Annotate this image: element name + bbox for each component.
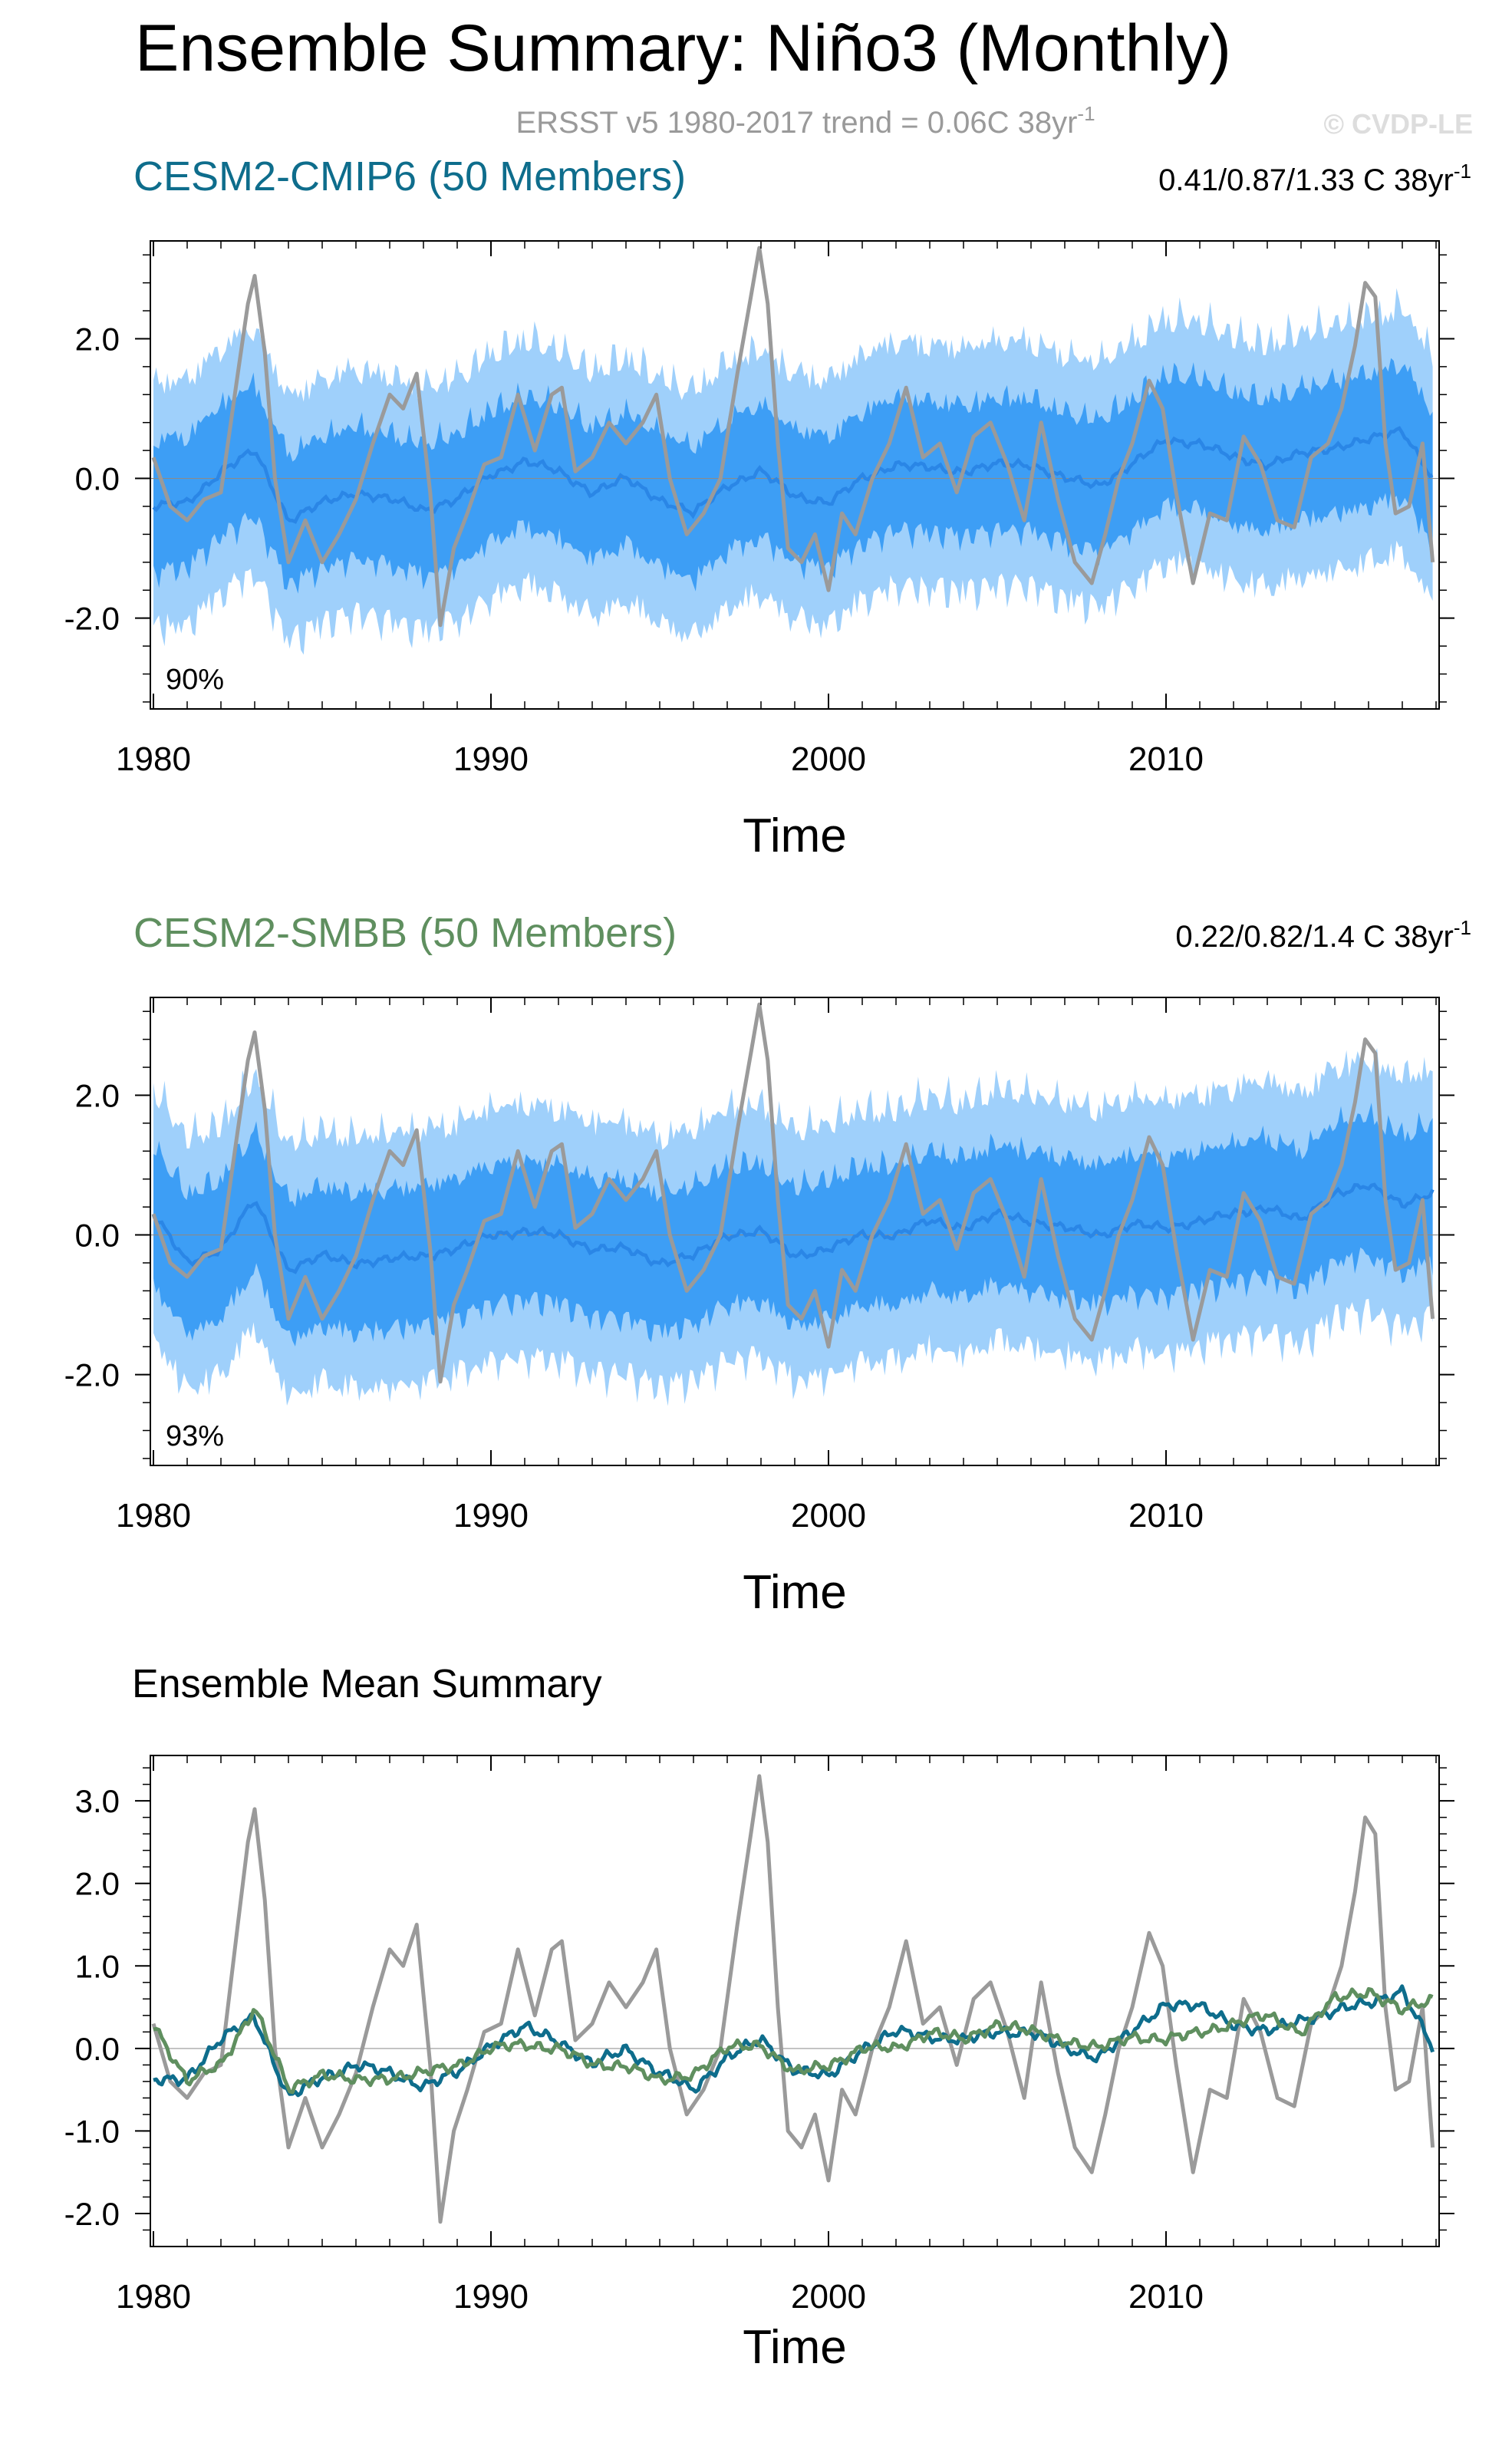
panel2-obs-line: [151, 1002, 1435, 1384]
panel1-y-tick-label: 0.0: [75, 461, 120, 497]
panel3-x-tick-label: 2000: [791, 2278, 866, 2316]
copyright-label: © CVDP-LE: [1323, 108, 1473, 140]
panel3-y-tick-label: 0.0: [75, 2031, 120, 2067]
panel1-spread-inner-band: [153, 358, 1433, 594]
panel1-title: CESM2-CMIP6 (50 Members): [133, 153, 686, 199]
panel1-x-axis-label: Time: [743, 809, 846, 862]
panel2-y-tick-label: -2.0: [64, 1357, 120, 1393]
panel2-title: CESM2-SMBB (50 Members): [133, 910, 677, 956]
panel2-y-tick-label: 2.0: [75, 1077, 120, 1113]
panel1-y-tick-label: 2.0: [75, 321, 120, 357]
panel2-y-tick-label: 0.0: [75, 1218, 120, 1254]
panel1-x-tick-label: 1980: [116, 740, 191, 778]
panel2-x-tick-label: 1990: [453, 1497, 529, 1535]
panel3-smbb-mean-line: [153, 1986, 1434, 2095]
panel3-x-tick-label: 2010: [1128, 2278, 1204, 2316]
panel2-stats-sup: -1: [1454, 916, 1471, 939]
panel1-x-tick-label: 1990: [453, 740, 529, 778]
obs-trend-label: ERSST v5 1980-2017 trend = 0.06C 38yr-1: [516, 102, 1095, 140]
panel1-percent-label: 90%: [166, 664, 224, 696]
panel3-title: Ensemble Mean Summary: [132, 1662, 602, 1706]
panel2-x-tick-label: 2000: [791, 1497, 866, 1535]
panel3-y-tick-label: -1.0: [64, 2113, 120, 2149]
panel2-stats: 0.22/0.82/1.4 C 38yr-1: [1175, 916, 1471, 954]
panel2-plot: 93% 1980 1990 2000 2010 -2.0 0.0 2.0 Time: [64, 997, 1454, 1619]
panel1-x-tick-label: 2010: [1128, 740, 1204, 778]
panel3-plot: 1980 1990 2000 2010 -2.0 -1.0 0.0 1.0 2.0 3.0 Time: [64, 1755, 1454, 2374]
panel2-x-axis-label: Time: [743, 1566, 846, 1619]
panel3-x-tick-label: 1980: [116, 2278, 191, 2316]
panel2-x-tick-label: 2010: [1128, 1497, 1204, 1535]
figure-title: Ensemble Summary: Niño3 (Monthly): [135, 12, 1231, 85]
panel1-stats: 0.41/0.87/1.33 C 38yr-1: [1158, 160, 1471, 197]
panel2-ensemble-mean-line: [151, 1182, 1435, 1274]
panel3-data-layer: [150, 1774, 1439, 2224]
panel3-x-axis-label: Time: [743, 2321, 846, 2374]
panel1-y-tick-label: -2.0: [64, 601, 120, 637]
panel3-plot-area: [150, 1755, 1439, 2247]
panel2-x-tick-label: 1980: [116, 1497, 191, 1535]
panel1-ensemble-mean-line: [152, 426, 1434, 524]
panel1-stats-sup: -1: [1454, 160, 1471, 183]
panel2-data-layer: [150, 1002, 1439, 1406]
panel3-y-tick-label: 3.0: [75, 1783, 120, 1819]
panel3-cmip6-mean-line: [153, 1984, 1435, 2098]
panel2-spread-inner-band: [153, 1103, 1433, 1347]
panel1-data-layer: [150, 246, 1439, 655]
panel3-x-tick-label: 1990: [453, 2278, 529, 2316]
panel3-y-tick-label: -2.0: [64, 2196, 120, 2232]
obs-trend-sup: -1: [1077, 102, 1095, 125]
panel3-y-tick-label: 1.0: [75, 1948, 120, 1984]
panel2-percent-label: 93%: [166, 1420, 224, 1452]
panel1-plot: 90% 1980 1990 2000 2010 -2.0 0.0 2.0 Time: [64, 240, 1454, 862]
panel1-obs-line: [151, 246, 1435, 628]
panel3-y-tick-label: 2.0: [75, 1866, 120, 1902]
panel1-x-tick-label: 2000: [791, 740, 866, 778]
